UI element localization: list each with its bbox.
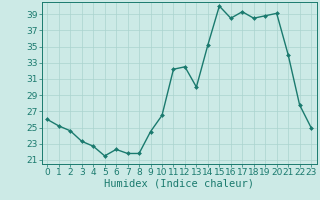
X-axis label: Humidex (Indice chaleur): Humidex (Indice chaleur)	[104, 179, 254, 189]
